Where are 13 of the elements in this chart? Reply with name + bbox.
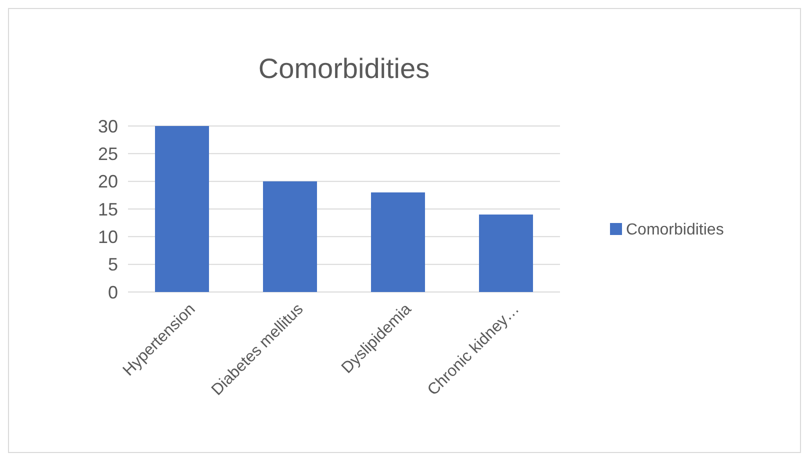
y-tick-label: 30 bbox=[98, 116, 118, 136]
bar bbox=[371, 192, 425, 292]
y-tick-label: 0 bbox=[108, 282, 118, 302]
chart-title: Comorbidities bbox=[258, 53, 430, 84]
bar bbox=[155, 126, 209, 292]
legend-label: Comorbidities bbox=[626, 222, 724, 239]
y-tick-label: 20 bbox=[98, 172, 118, 192]
y-tick-label: 10 bbox=[98, 226, 118, 247]
y-tick-label: 15 bbox=[98, 199, 118, 220]
bar bbox=[479, 214, 533, 292]
y-tick-label: 25 bbox=[98, 144, 118, 164]
y-tick-label: 5 bbox=[108, 254, 118, 275]
bar bbox=[263, 181, 317, 292]
